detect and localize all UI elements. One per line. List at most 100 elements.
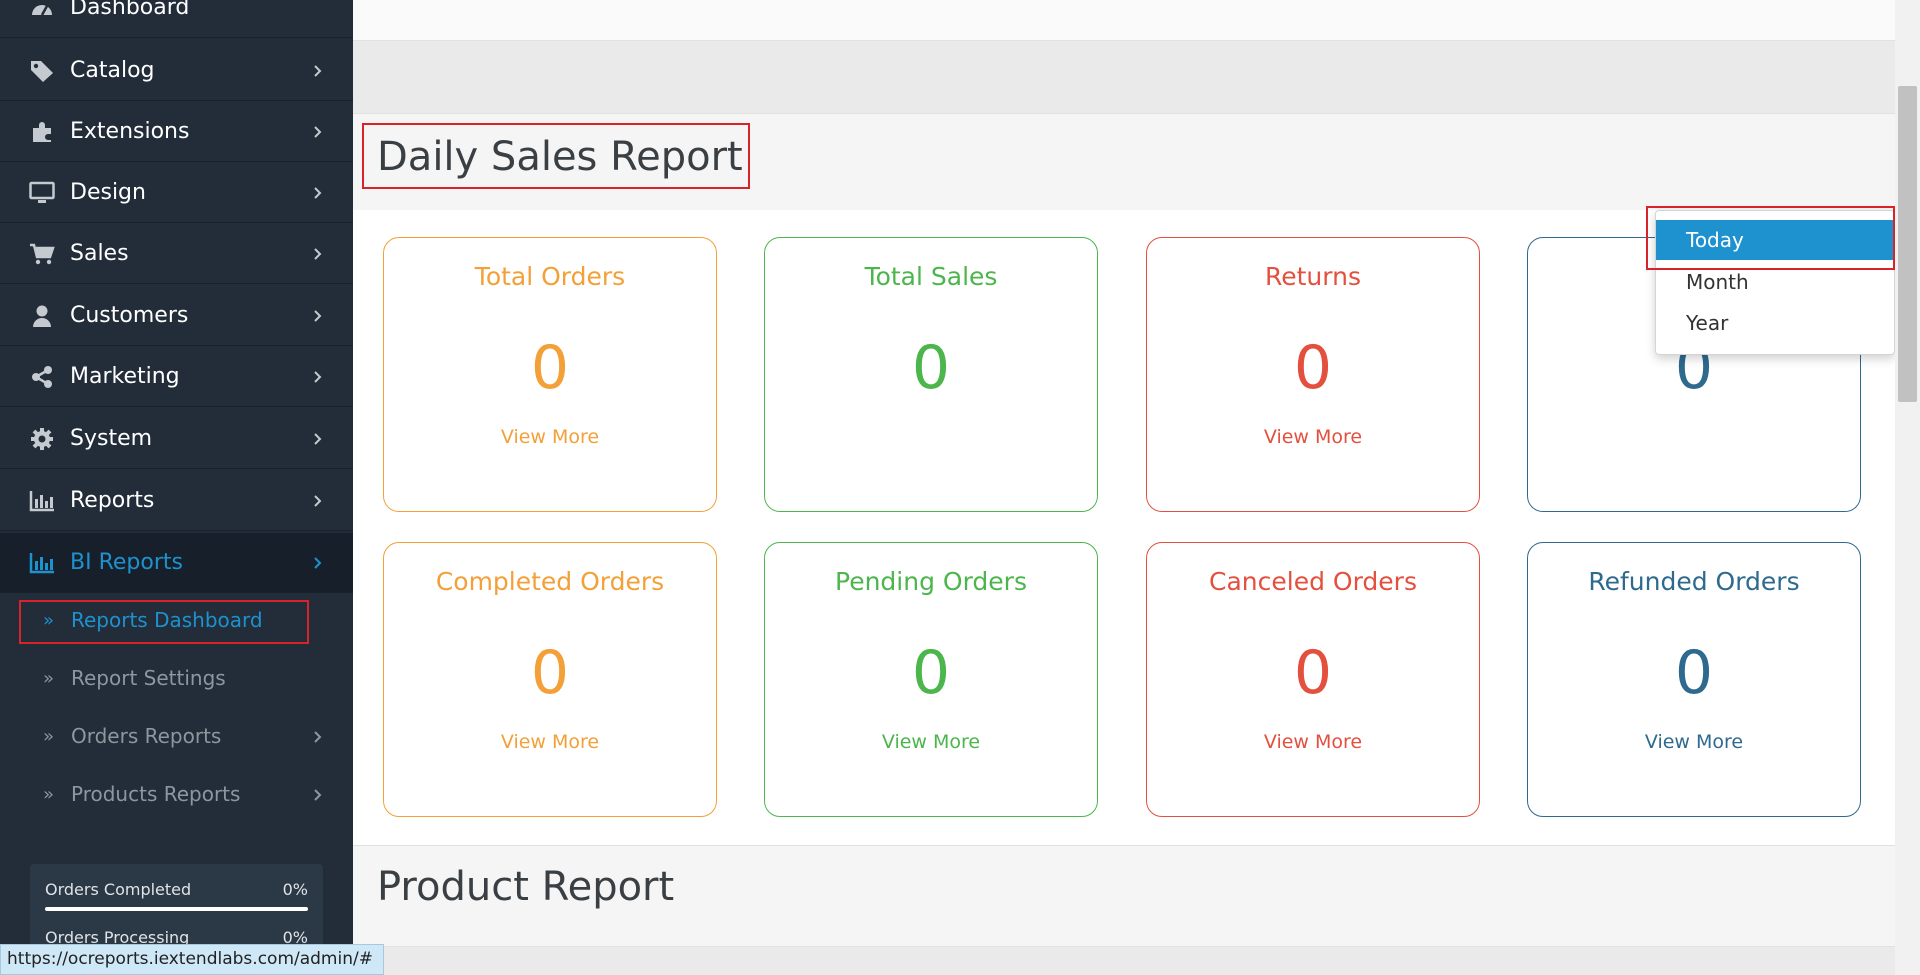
subitem-orders-reports[interactable]: » Orders Reports xyxy=(0,709,353,765)
chevron-right-icon xyxy=(314,370,322,383)
card-canceled-orders[interactable]: Canceled Orders 0 View More xyxy=(1146,542,1480,817)
sidebar-item-label: Dashboard xyxy=(70,0,190,20)
highlight-box xyxy=(19,600,309,644)
progress-label: Orders Completed xyxy=(45,880,192,899)
card-completed-orders[interactable]: Completed Orders 0 View More xyxy=(383,542,717,817)
card-returns[interactable]: Returns 0 View More xyxy=(1146,237,1480,512)
view-more-link[interactable]: View More xyxy=(1263,426,1363,448)
card-value: 0 xyxy=(911,638,951,708)
share-icon xyxy=(28,364,56,390)
sidebar-item-sales[interactable]: Sales xyxy=(0,224,353,284)
view-more-link[interactable]: View More xyxy=(1644,731,1744,753)
sidebar-item-label: Marketing xyxy=(70,364,180,389)
chevron-right-icon xyxy=(314,64,322,77)
card-total-orders[interactable]: Total Orders 0 View More xyxy=(383,237,717,512)
card-pending-orders[interactable]: Pending Orders 0 View More xyxy=(764,542,1098,817)
subitem-label: Report Settings xyxy=(71,666,226,690)
title-highlight-box xyxy=(362,123,750,189)
bar-chart-icon xyxy=(28,488,56,514)
section-title: Product Report xyxy=(377,864,675,910)
sidebar-item-label: System xyxy=(70,426,153,451)
daily-report-heading: Daily Sales Report xyxy=(353,113,1895,288)
scrollbar[interactable] xyxy=(1895,0,1920,975)
progress-fill xyxy=(45,907,308,911)
double-chevron-icon: » xyxy=(43,610,55,631)
card-value: 0 xyxy=(1674,638,1714,708)
puzzle-icon xyxy=(28,119,56,145)
sidebar-item-label: Reports xyxy=(70,488,155,513)
sidebar-item-customers[interactable]: Customers xyxy=(0,286,353,346)
sidebar-item-reports[interactable]: Reports xyxy=(0,471,353,531)
double-chevron-icon: » xyxy=(43,726,55,747)
option-label: Month xyxy=(1686,270,1749,294)
product-report-heading: Product Report xyxy=(353,845,1895,947)
sidebar-item-label: Design xyxy=(70,180,146,205)
view-more-link[interactable]: View More xyxy=(500,426,600,448)
sidebar-item-extensions[interactable]: Extensions xyxy=(0,102,353,162)
subitem-label: Reports Dashboard xyxy=(71,608,263,632)
progress-value: 0% xyxy=(282,880,308,899)
sidebar-item-system[interactable]: System xyxy=(0,409,353,469)
dropdown-option-today[interactable]: Today xyxy=(1656,220,1894,260)
bar-chart-icon xyxy=(28,550,56,576)
card-title: Returns xyxy=(1265,262,1361,291)
progress-bar xyxy=(45,907,308,911)
card-title: Completed Orders xyxy=(435,567,665,596)
scrollbar-thumb[interactable] xyxy=(1898,86,1917,402)
option-label: Year xyxy=(1686,311,1729,335)
card-title: Total Sales xyxy=(864,262,998,291)
card-refunded-orders[interactable]: Refunded Orders 0 View More xyxy=(1527,542,1861,817)
card-title: Total Orders xyxy=(474,262,626,291)
card-total-sales[interactable]: Total Sales 0 xyxy=(764,237,1098,512)
card-value: 0 xyxy=(1293,333,1333,403)
sidebar-item-label: Catalog xyxy=(70,58,155,83)
view-more-link[interactable]: View More xyxy=(500,731,600,753)
chevron-right-icon xyxy=(314,731,322,743)
dashboard-icon xyxy=(28,0,56,21)
subitem-label: Orders Reports xyxy=(71,724,222,748)
card-value: 0 xyxy=(1293,638,1333,708)
tags-icon xyxy=(28,58,56,84)
main-content: Daily Sales Report Total Orders 0 View M… xyxy=(353,0,1895,975)
gear-icon xyxy=(28,426,56,452)
double-chevron-icon: » xyxy=(43,668,55,689)
view-more-link[interactable]: View More xyxy=(881,731,981,753)
progress-label: Orders Processing xyxy=(45,928,190,947)
chevron-right-icon xyxy=(314,186,322,199)
period-dropdown-menu: Today Month Year xyxy=(1655,210,1895,355)
monitor-icon xyxy=(28,180,56,206)
chevron-right-icon xyxy=(314,556,322,569)
sidebar-item-design[interactable]: Design xyxy=(0,163,353,223)
link-status-bar: https://ocreports.iextendlabs.com/admin/… xyxy=(0,944,384,975)
chevron-right-icon xyxy=(314,309,322,322)
chevron-right-icon xyxy=(314,125,322,138)
view-more-link[interactable]: View More xyxy=(1263,731,1363,753)
sidebar-item-label: Sales xyxy=(70,241,129,266)
card-title: Refunded Orders xyxy=(1588,567,1800,596)
sidebar-item-label: BI Reports xyxy=(70,550,183,575)
double-chevron-icon: » xyxy=(43,784,55,805)
chevron-right-icon xyxy=(314,789,322,801)
subitem-reports-dashboard[interactable]: » Reports Dashboard xyxy=(0,593,353,649)
sidebar-item-label: Extensions xyxy=(70,119,190,144)
progress-value: 0% xyxy=(282,928,308,947)
dropdown-option-year[interactable]: Year xyxy=(1656,303,1894,343)
card-value: 0 xyxy=(911,333,951,403)
card-value: 0 xyxy=(530,333,570,403)
sidebar-item-bi-reports[interactable]: BI Reports xyxy=(0,533,353,593)
subitem-label: Products Reports xyxy=(71,782,241,806)
sidebar: Dashboard Catalog Extensions Design Sale… xyxy=(0,0,353,975)
user-icon xyxy=(28,303,56,329)
option-highlight-box xyxy=(1646,206,1895,270)
sidebar-item-marketing[interactable]: Marketing xyxy=(0,347,353,407)
subitem-report-settings[interactable]: » Report Settings xyxy=(0,651,353,707)
top-strip xyxy=(353,0,1895,41)
sidebar-item-catalog[interactable]: Catalog xyxy=(0,41,353,101)
card-title: Canceled Orders xyxy=(1209,567,1417,596)
chevron-right-icon xyxy=(314,247,322,260)
card-value: 0 xyxy=(530,638,570,708)
dropdown-option-month[interactable]: Month xyxy=(1656,262,1894,302)
option-label: Today xyxy=(1686,228,1744,252)
sidebar-item-dashboard[interactable]: Dashboard xyxy=(0,0,353,38)
subitem-products-reports[interactable]: » Products Reports xyxy=(0,767,353,823)
